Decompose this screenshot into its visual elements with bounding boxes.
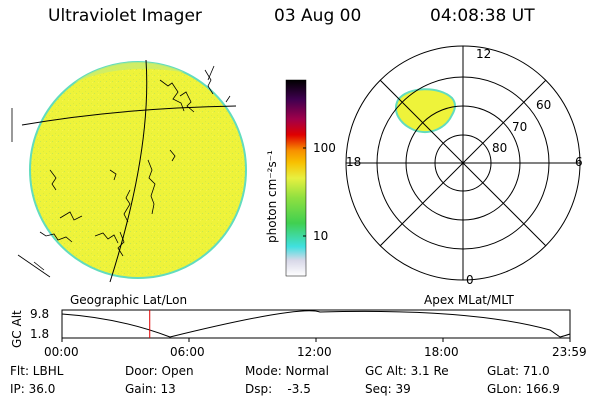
lat-label-60: 60 bbox=[536, 98, 552, 112]
info-mode: Mode: Normal bbox=[245, 364, 329, 378]
image-date: 03 Aug 00 bbox=[274, 6, 362, 26]
auroral-blob bbox=[395, 88, 456, 134]
mlt-label-12: 12 bbox=[476, 47, 492, 61]
lat-label-70: 70 bbox=[512, 120, 528, 134]
mlt-label-6: 6 bbox=[575, 155, 583, 169]
timeline-xtick-1800: 18:00 bbox=[424, 345, 459, 359]
app-title: Ultraviolet Imager bbox=[48, 6, 202, 26]
info-filter: Flt: LBHL bbox=[10, 364, 64, 378]
timeline-ylabel: GC Alt bbox=[10, 310, 24, 348]
apex-panel-label: Apex MLat/MLT bbox=[424, 293, 514, 307]
timeline-xtick-0000: 00:00 bbox=[44, 345, 79, 359]
orbit-timeline bbox=[61, 309, 571, 342]
info-glat: GLat: 71.0 bbox=[487, 364, 550, 378]
colorbar-label-100: 100 bbox=[313, 141, 336, 155]
mlt-label-18: 18 bbox=[346, 155, 362, 169]
off-disk-features bbox=[11, 65, 231, 278]
image-time: 04:08:38 UT bbox=[430, 6, 535, 26]
info-ip: IP: 36.0 bbox=[10, 382, 56, 396]
geographic-panel-label: Geographic Lat/Lon bbox=[70, 293, 188, 307]
colorbar-unit-label: photon cm⁻²s⁻¹ bbox=[265, 150, 279, 243]
info-seq: Seq: 39 bbox=[365, 382, 411, 396]
color-bar-gradient bbox=[285, 79, 307, 277]
meridian-diag-2 bbox=[379, 79, 547, 247]
info-door: Door: Open bbox=[125, 364, 194, 378]
latitude-line bbox=[21, 105, 237, 126]
mlt-label-0: 0 bbox=[466, 273, 474, 287]
info-gain: Gain: 13 bbox=[125, 382, 176, 396]
timeline-frame bbox=[61, 309, 571, 339]
timeline-xtick-0600: 06:00 bbox=[170, 345, 205, 359]
info-glon: GLon: 166.9 bbox=[487, 382, 560, 396]
info-dsp: Dsp: -3.5 bbox=[245, 382, 311, 396]
timeline-ytick-bottom: 1.8 bbox=[30, 327, 50, 341]
timeline-xtick-2359: 23:59 bbox=[552, 345, 587, 359]
timeline-ticks bbox=[61, 338, 571, 342]
color-bar bbox=[285, 79, 307, 277]
polar-mlt-plot bbox=[345, 45, 581, 281]
timeline-xtick-1200: 12:00 bbox=[297, 345, 332, 359]
lat-label-80: 80 bbox=[492, 141, 508, 155]
info-gc-alt: GC Alt: 3.1 Re bbox=[365, 364, 449, 378]
longitude-line bbox=[109, 59, 148, 283]
timeline-ytick-top: 9.8 bbox=[30, 307, 50, 321]
gc-altitude-curve bbox=[61, 310, 571, 338]
uv-earth-disk bbox=[11, 59, 247, 283]
colorbar-label-10: 10 bbox=[313, 229, 329, 243]
coastlines bbox=[39, 69, 214, 257]
